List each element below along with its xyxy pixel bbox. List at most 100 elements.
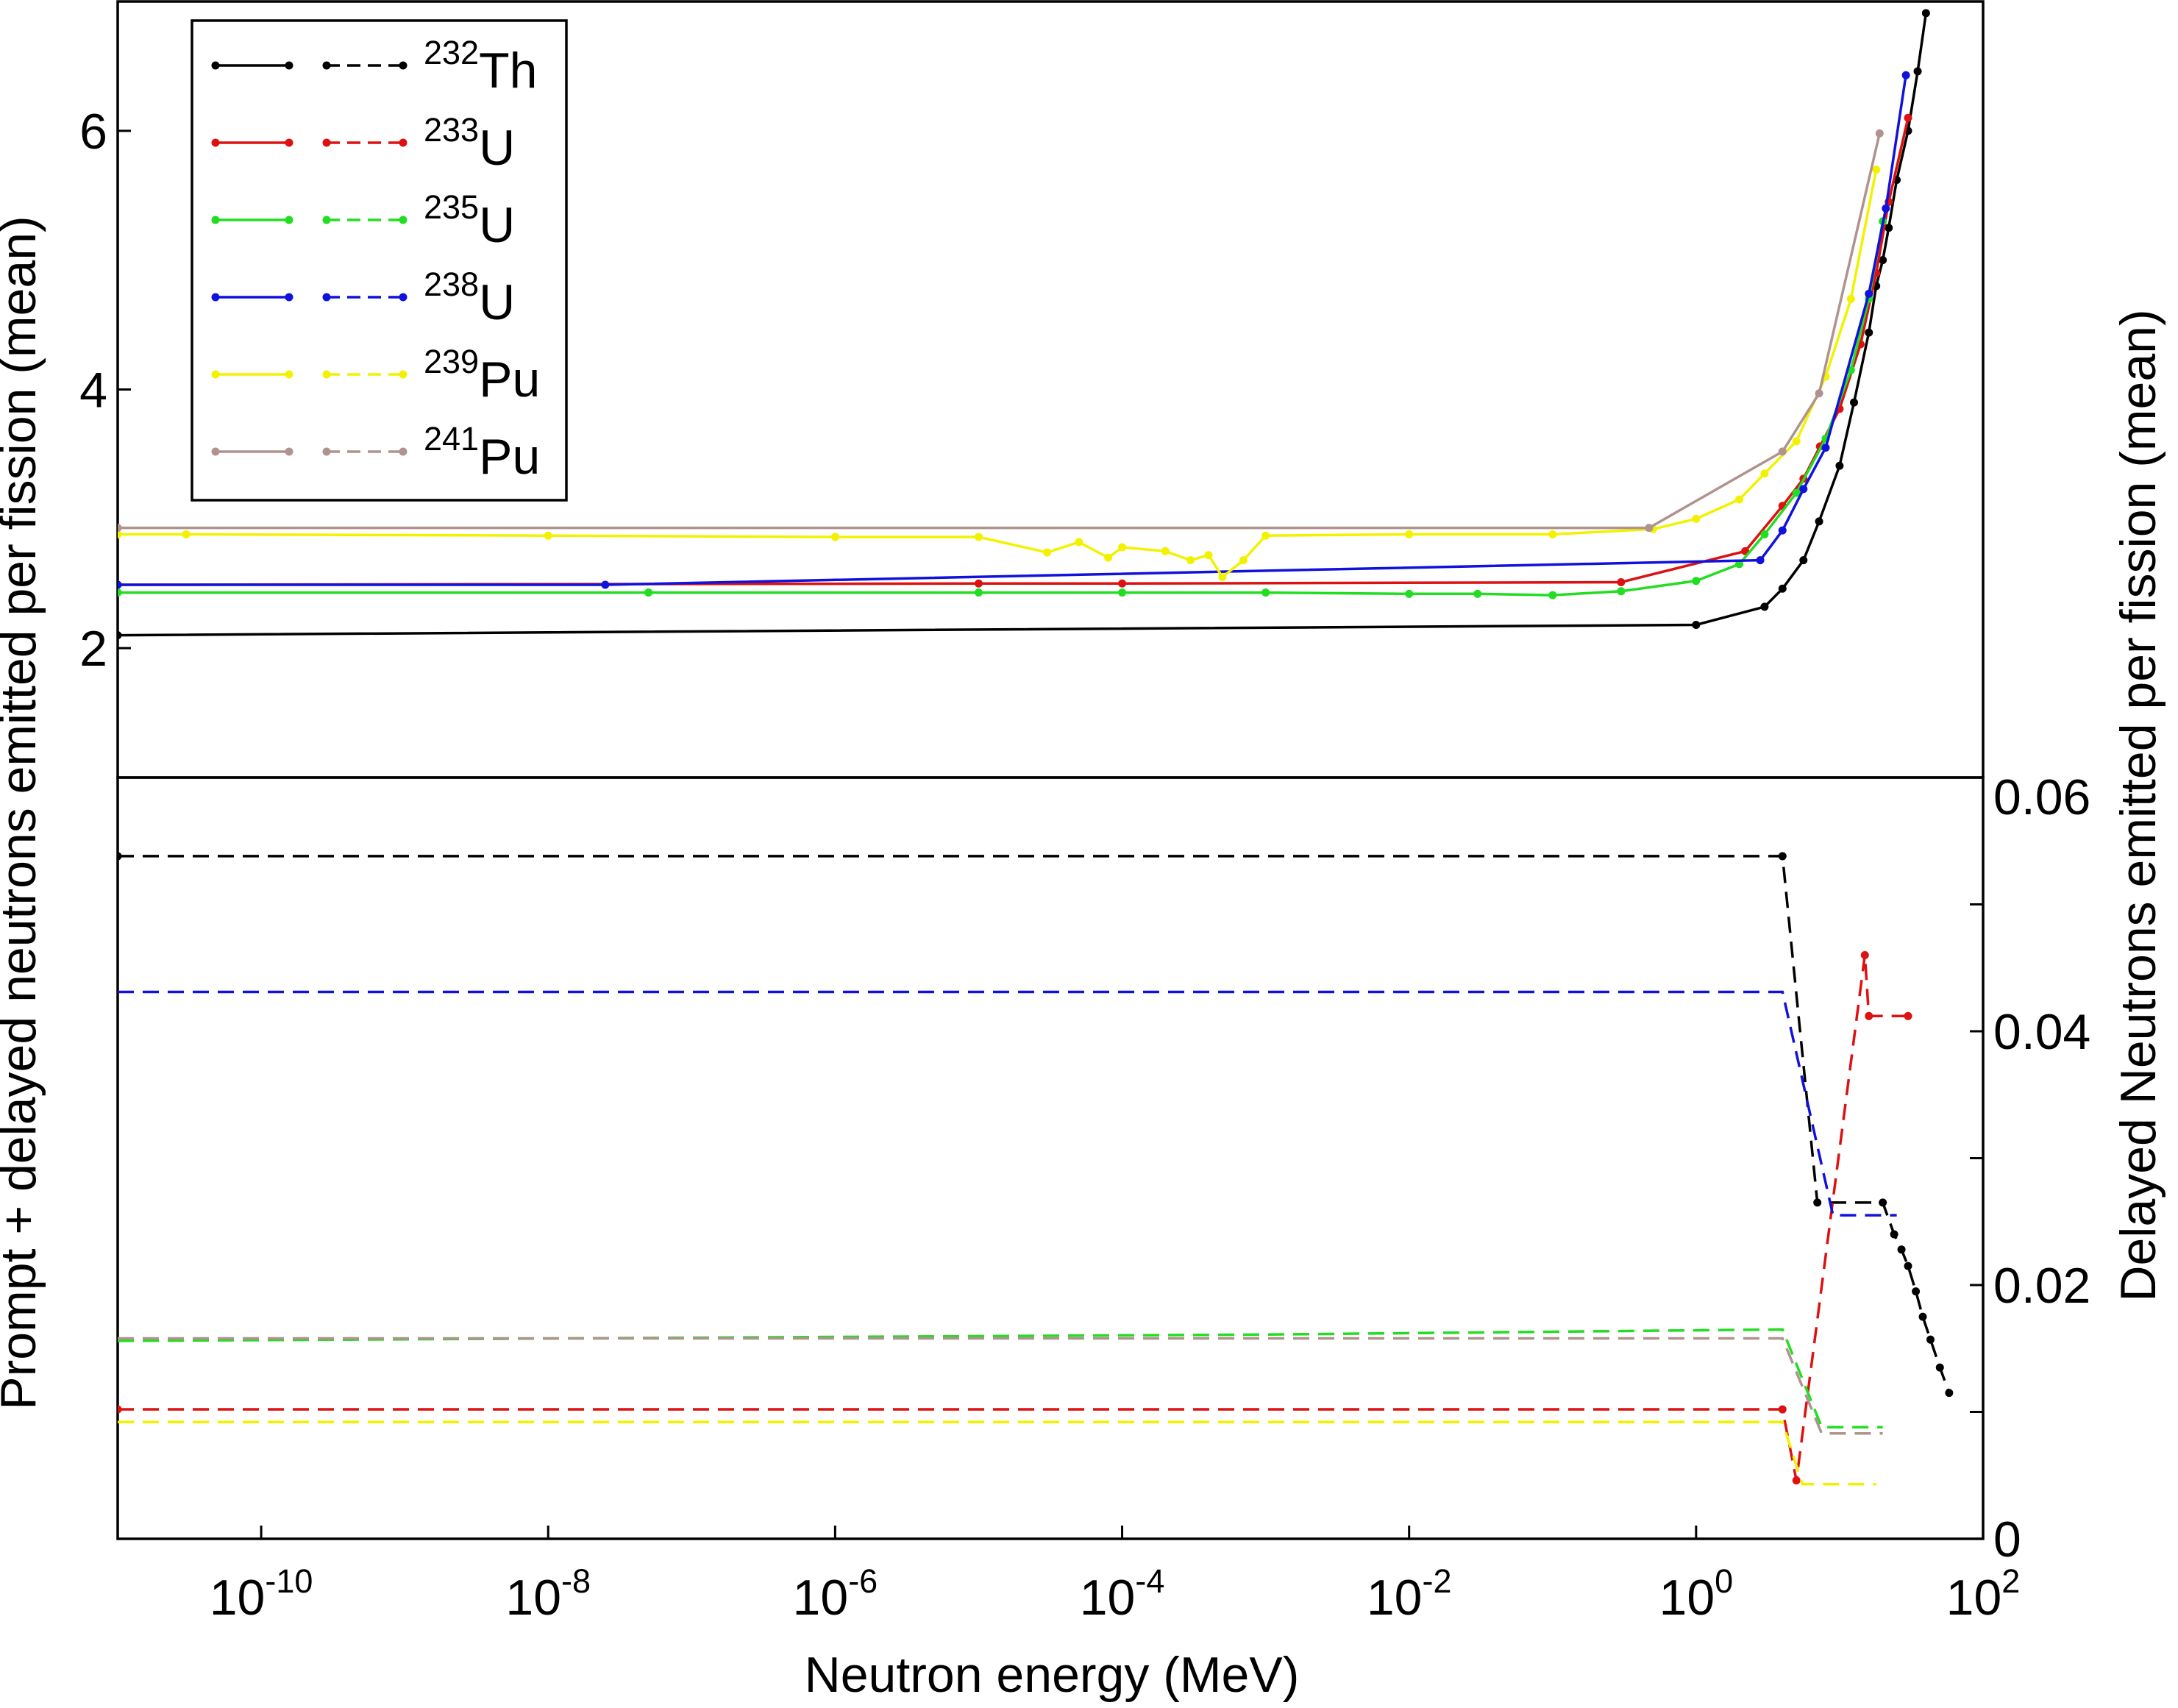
legend-name: U [479, 120, 515, 176]
data-point [601, 580, 610, 589]
data-point [1935, 1363, 1944, 1372]
data-point [1799, 556, 1808, 565]
delayed-line [118, 955, 1908, 1481]
data-point [1890, 1230, 1898, 1239]
legend-dot [322, 293, 331, 302]
legend-dot [285, 216, 293, 224]
x-tick-exponent: 2 [2001, 1562, 2020, 1600]
data-point [1692, 577, 1701, 586]
series-group [118, 9, 1930, 640]
x-tick-label: 10-10 [210, 1562, 313, 1626]
legend-dot [399, 61, 408, 70]
data-point [1075, 538, 1083, 547]
y-tick-label: 6 [79, 104, 107, 160]
series-group [118, 1420, 1876, 1486]
data-point [1897, 1245, 1906, 1254]
x-tick-label: 10-2 [1367, 1562, 1452, 1626]
series-group [118, 1328, 1883, 1428]
data-point [1815, 389, 1823, 398]
data-point [1865, 328, 1873, 337]
legend-dot [399, 216, 408, 224]
data-point [118, 524, 122, 533]
data-point [1945, 1389, 1954, 1398]
series-group [118, 1337, 1883, 1435]
x-tick-exponent: -10 [265, 1562, 313, 1600]
legend-dot [399, 370, 408, 379]
delayed-line [118, 1328, 1883, 1428]
x-tick-exponent: -2 [1423, 1562, 1452, 1600]
data-point [1760, 530, 1769, 538]
legend-name: Th [479, 43, 537, 99]
legend-name: Pu [479, 352, 540, 408]
x-tick-base: 10 [1946, 1570, 2002, 1626]
data-point [1617, 587, 1626, 596]
bottom-panel-frame [116, 776, 1985, 1540]
data-point [974, 579, 983, 588]
data-point [1118, 579, 1127, 588]
x-tick-label: 10-6 [793, 1562, 878, 1626]
legend-dot [322, 138, 331, 147]
legend-dot [211, 293, 220, 302]
data-point [1904, 113, 1912, 122]
delayed-line [118, 1337, 1883, 1435]
data-point [1760, 469, 1769, 478]
data-point [1778, 584, 1787, 593]
legend-dot [285, 293, 293, 302]
data-point [1186, 556, 1195, 565]
data-point [1760, 602, 1769, 611]
data-point [1645, 524, 1654, 533]
data-point [1692, 621, 1701, 630]
delayed-line [118, 1420, 1876, 1486]
y2-tick-label: 0.06 [1993, 769, 2090, 825]
y-axis-label: Prompt + delayed neutrons emitted per fi… [0, 216, 46, 1409]
data-point [1904, 1262, 1912, 1270]
data-point [1104, 553, 1113, 562]
total-line [118, 13, 1928, 637]
y-tick-label: 2 [79, 621, 107, 677]
legend-dot [399, 293, 408, 302]
x-tick-base: 10 [505, 1570, 561, 1626]
data-point [1792, 437, 1801, 446]
data-point [1473, 589, 1482, 598]
data-point [544, 531, 552, 540]
data-point [1882, 204, 1890, 213]
legend-dot [399, 138, 408, 147]
legend-label: 235U [424, 188, 515, 253]
data-point [1617, 577, 1626, 586]
x-tick-label: 100 [1659, 1562, 1734, 1626]
legend-mass: 232 [424, 34, 479, 71]
y-tick-label: 4 [79, 363, 107, 419]
data-point [1735, 560, 1744, 569]
data-point [1118, 543, 1127, 552]
data-point [1901, 71, 1910, 79]
legend-dot [322, 447, 331, 456]
legend-dot [285, 138, 293, 147]
legend-mass: 239 [424, 343, 479, 380]
y2-tick-label: 0 [1993, 1512, 2021, 1568]
x-tick-exponent: -8 [561, 1562, 591, 1600]
legend-dot [211, 138, 220, 147]
data-point [1865, 1011, 1873, 1020]
legend-dot [399, 447, 408, 456]
data-point [1778, 447, 1787, 456]
legend-dot [322, 216, 331, 224]
series-group [118, 129, 1884, 533]
data-point [1161, 547, 1170, 555]
y2-tick-label: 0.02 [1993, 1258, 2090, 1314]
data-point [1835, 461, 1844, 470]
series-group [118, 990, 1897, 1217]
series-group [118, 852, 1954, 1398]
data-point [1926, 1335, 1935, 1344]
x-tick-label: 10-8 [505, 1562, 591, 1626]
data-point [1860, 951, 1869, 959]
data-point [1405, 530, 1414, 538]
legend-name: U [479, 197, 515, 253]
x-tick-base: 10 [1659, 1570, 1715, 1626]
data-point [1692, 514, 1701, 523]
data-point [1778, 852, 1787, 861]
data-point [1792, 1476, 1801, 1485]
legend-mass: 233 [424, 111, 479, 149]
x-tick-exponent: -6 [848, 1562, 878, 1600]
